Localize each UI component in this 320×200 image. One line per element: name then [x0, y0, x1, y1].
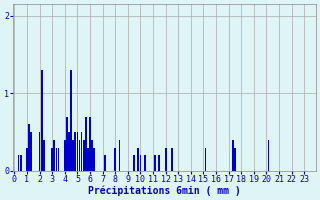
Bar [43, 140, 45, 171]
Bar [234, 148, 236, 171]
Bar [114, 148, 116, 171]
Bar [30, 132, 32, 171]
Bar [89, 117, 91, 171]
Bar [68, 132, 70, 171]
Bar [41, 70, 43, 171]
Bar [81, 132, 83, 171]
Bar [66, 117, 68, 171]
Bar [39, 132, 41, 171]
Bar [20, 155, 21, 171]
Bar [165, 148, 166, 171]
Bar [51, 148, 53, 171]
Bar [171, 148, 173, 171]
Bar [104, 155, 106, 171]
Bar [79, 140, 80, 171]
Bar [64, 140, 66, 171]
Bar [53, 140, 55, 171]
Bar [133, 155, 135, 171]
Bar [137, 148, 139, 171]
Bar [72, 140, 74, 171]
Bar [85, 117, 87, 171]
Bar [75, 132, 76, 171]
Bar [158, 155, 160, 171]
Bar [87, 148, 89, 171]
Bar [140, 155, 141, 171]
Bar [26, 148, 28, 171]
Bar [144, 155, 146, 171]
Bar [205, 148, 206, 171]
Bar [18, 155, 20, 171]
X-axis label: Précipitations 6min ( mm ): Précipitations 6min ( mm ) [88, 185, 241, 196]
Bar [93, 148, 95, 171]
Bar [154, 155, 156, 171]
Bar [83, 140, 84, 171]
Bar [268, 140, 269, 171]
Bar [28, 124, 30, 171]
Bar [70, 70, 72, 171]
Bar [118, 140, 120, 171]
Bar [55, 148, 57, 171]
Bar [232, 140, 234, 171]
Bar [76, 132, 78, 171]
Bar [91, 140, 93, 171]
Bar [58, 148, 60, 171]
